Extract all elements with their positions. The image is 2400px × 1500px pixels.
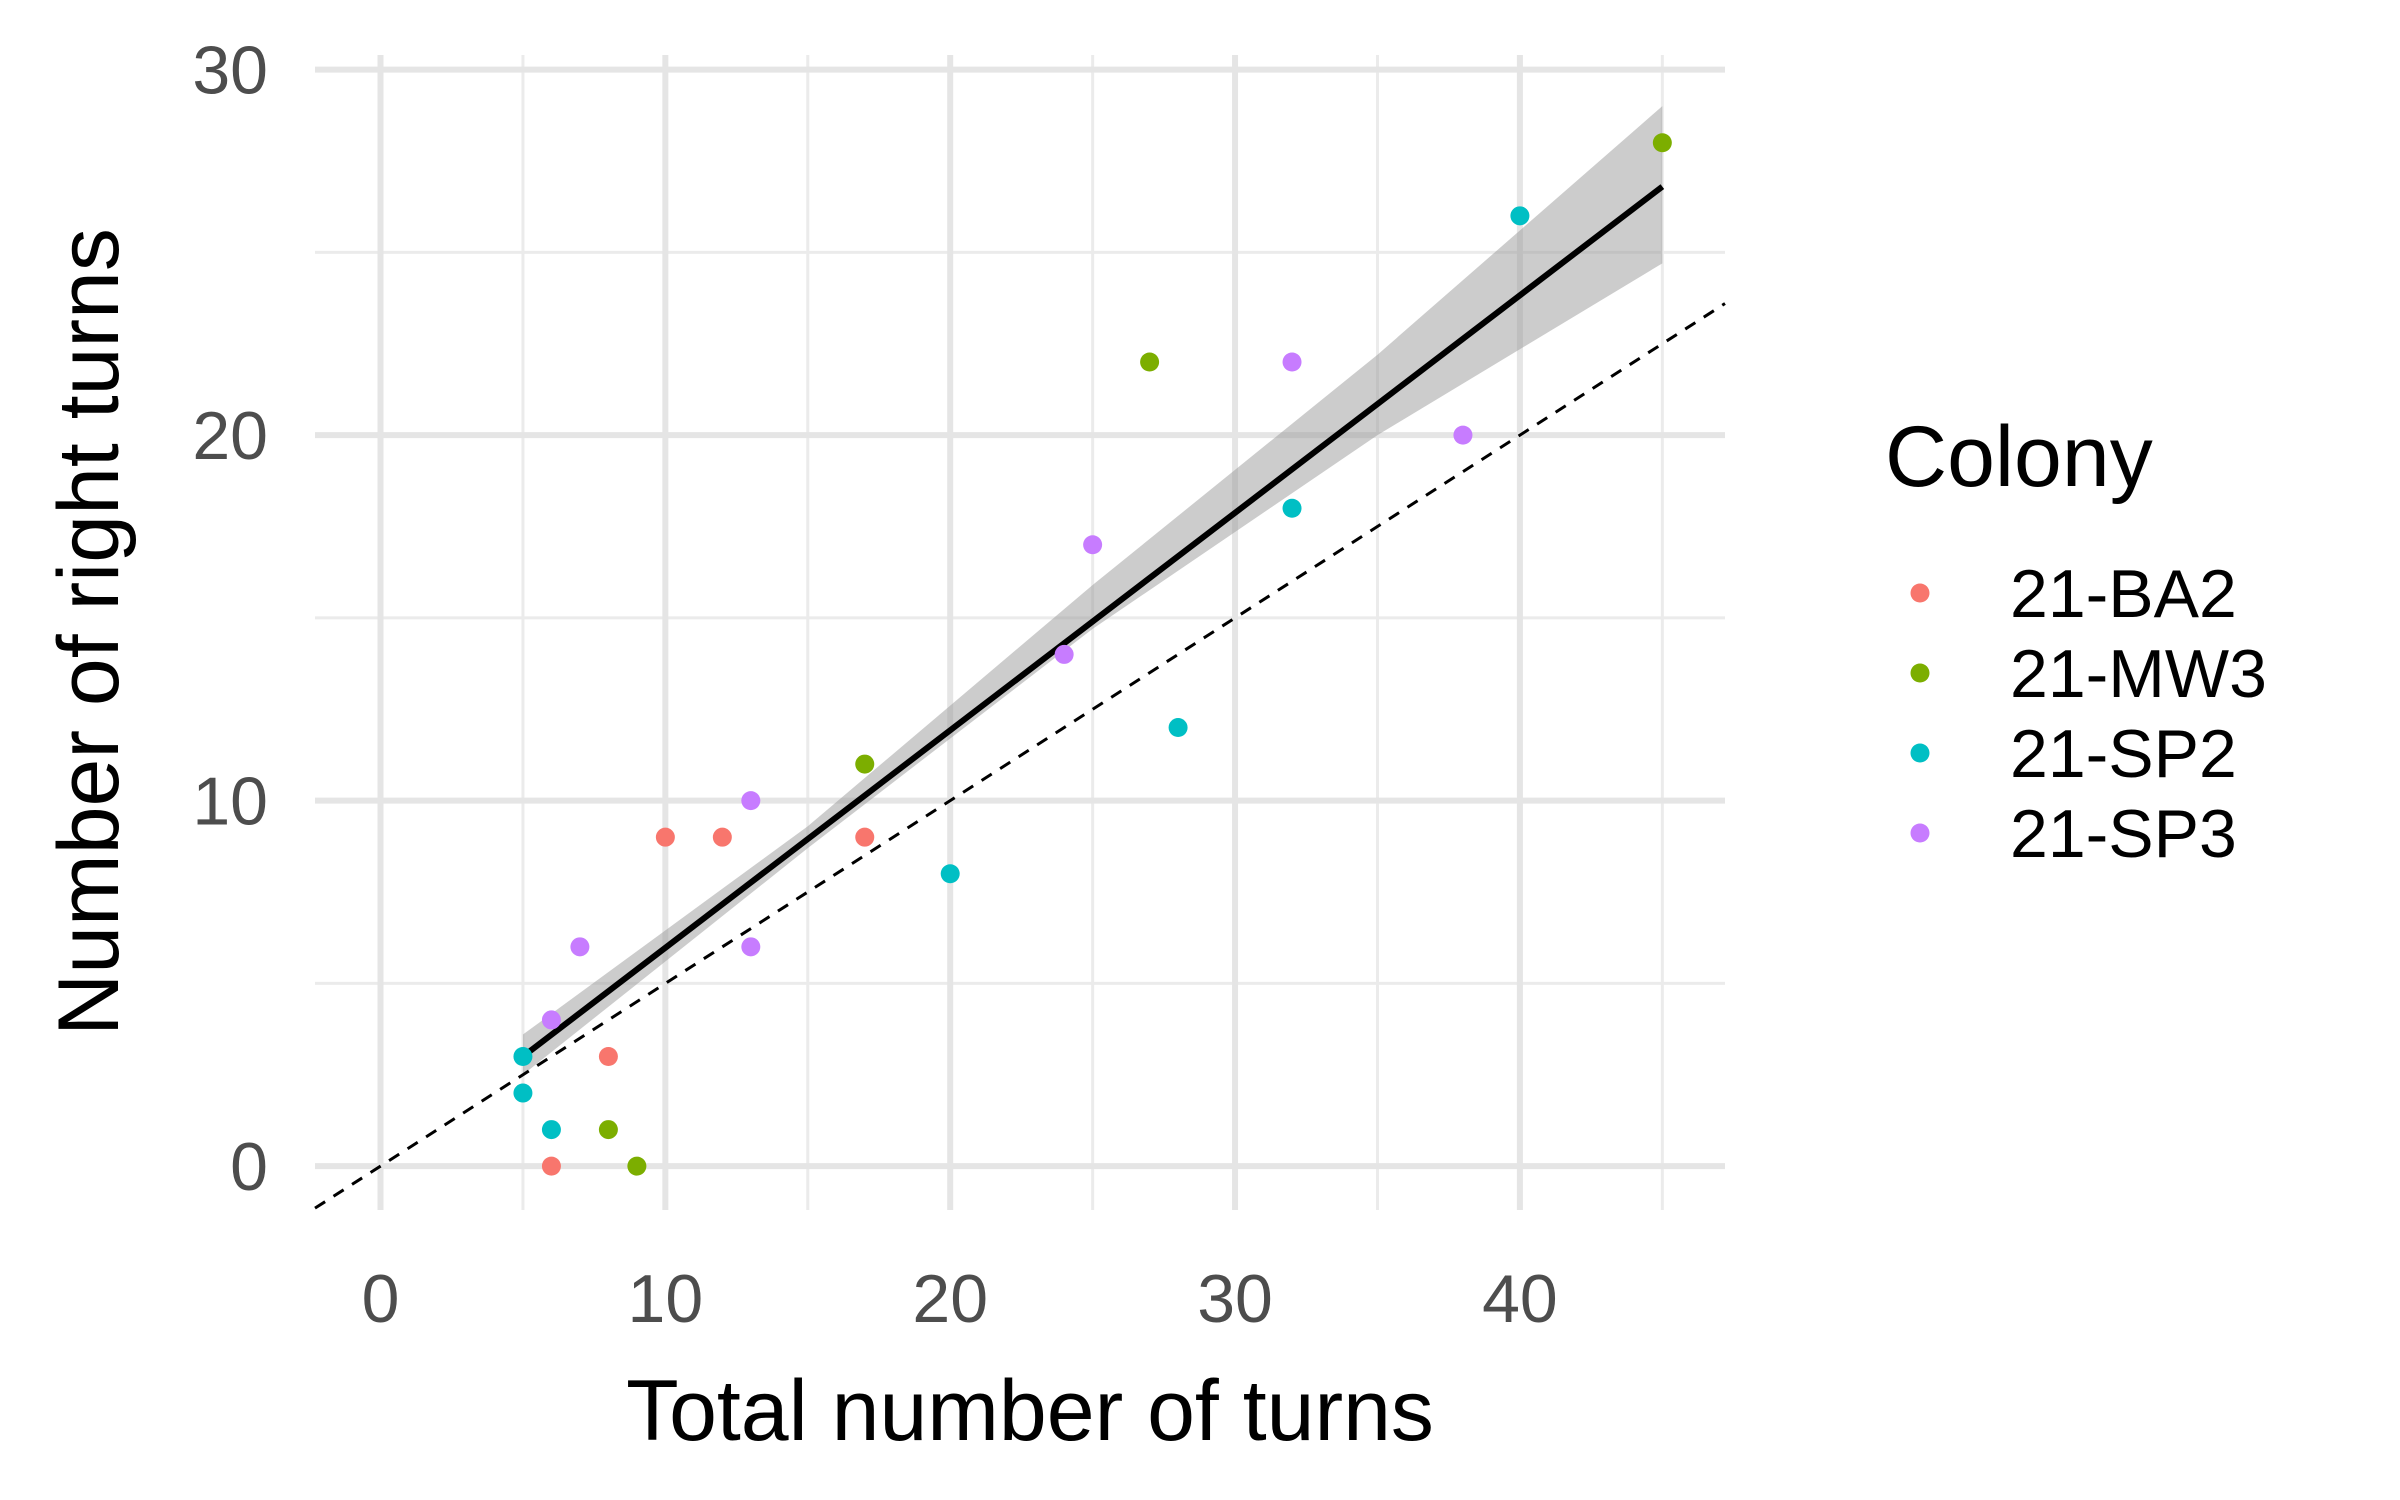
x-tick-label: 20 — [912, 1261, 988, 1337]
y-axis-title: Number of right turns — [41, 228, 137, 1036]
data-point — [570, 937, 590, 957]
fit-line — [521, 184, 1665, 1059]
legend-item: 21-SP2 — [1910, 716, 2237, 792]
legend-label: 21-BA2 — [2010, 556, 2237, 632]
y-tick-label: 10 — [192, 764, 268, 840]
data-point — [541, 1010, 561, 1030]
legend-title: Colony — [1885, 409, 2153, 505]
data-point — [541, 1120, 561, 1140]
data-point — [940, 864, 960, 884]
data-point — [1054, 644, 1074, 664]
legend-key — [1910, 663, 1930, 683]
x-tick-label: 0 — [362, 1261, 400, 1337]
fit-line-layer — [521, 184, 1665, 1059]
data-point — [855, 827, 875, 847]
y-tick-label: 20 — [192, 398, 268, 474]
reference-line — [314, 302, 1726, 1210]
series-21-sp3 — [541, 352, 1473, 1030]
data-point — [1282, 498, 1302, 518]
legend-key — [1910, 743, 1930, 763]
data-point — [655, 827, 675, 847]
x-tick-label: 40 — [1482, 1261, 1558, 1337]
legend-label: 21-SP3 — [2010, 796, 2237, 872]
data-point — [513, 1083, 533, 1103]
y-tick-label: 0 — [230, 1129, 268, 1205]
confidence-band-layer — [522, 106, 1663, 1075]
data-point — [1168, 718, 1188, 738]
legend-item: 21-MW3 — [1910, 636, 2267, 712]
tick-labels: 0 10 20 30 40 0 10 20 30 — [192, 33, 1557, 1337]
data-point — [541, 1156, 561, 1176]
reference-line-layer — [314, 302, 1726, 1210]
data-point — [1282, 352, 1302, 372]
series-21-sp2 — [513, 206, 1530, 1140]
data-point — [598, 1120, 618, 1140]
data-point — [741, 937, 761, 957]
x-tick-label: 30 — [1197, 1261, 1273, 1337]
data-point — [741, 791, 761, 811]
data-point — [1083, 535, 1103, 555]
y-tick-label: 30 — [192, 33, 268, 109]
data-point — [1140, 352, 1160, 372]
data-point — [1652, 133, 1672, 153]
legend-key — [1910, 823, 1930, 843]
data-point — [712, 827, 732, 847]
grid-lines — [315, 55, 1725, 1210]
data-points — [513, 133, 1672, 1176]
data-point — [513, 1046, 533, 1066]
x-tick-label: 10 — [628, 1261, 704, 1337]
data-point — [1510, 206, 1530, 226]
series-21-ba2 — [541, 827, 875, 1176]
x-axis-title: Total number of turns — [626, 1363, 1434, 1459]
legend-label: 21-MW3 — [2010, 636, 2267, 712]
legend-item: 21-BA2 — [1910, 556, 2237, 632]
series-21-mw3 — [598, 133, 1672, 1176]
confidence-band — [522, 106, 1663, 1075]
legend-label: 21-SP2 — [2010, 716, 2237, 792]
legend-item: 21-SP3 — [1910, 796, 2237, 872]
data-point — [598, 1046, 618, 1066]
data-point — [1453, 425, 1473, 445]
data-point — [855, 754, 875, 774]
data-point — [627, 1156, 647, 1176]
legend-key — [1910, 583, 1930, 603]
